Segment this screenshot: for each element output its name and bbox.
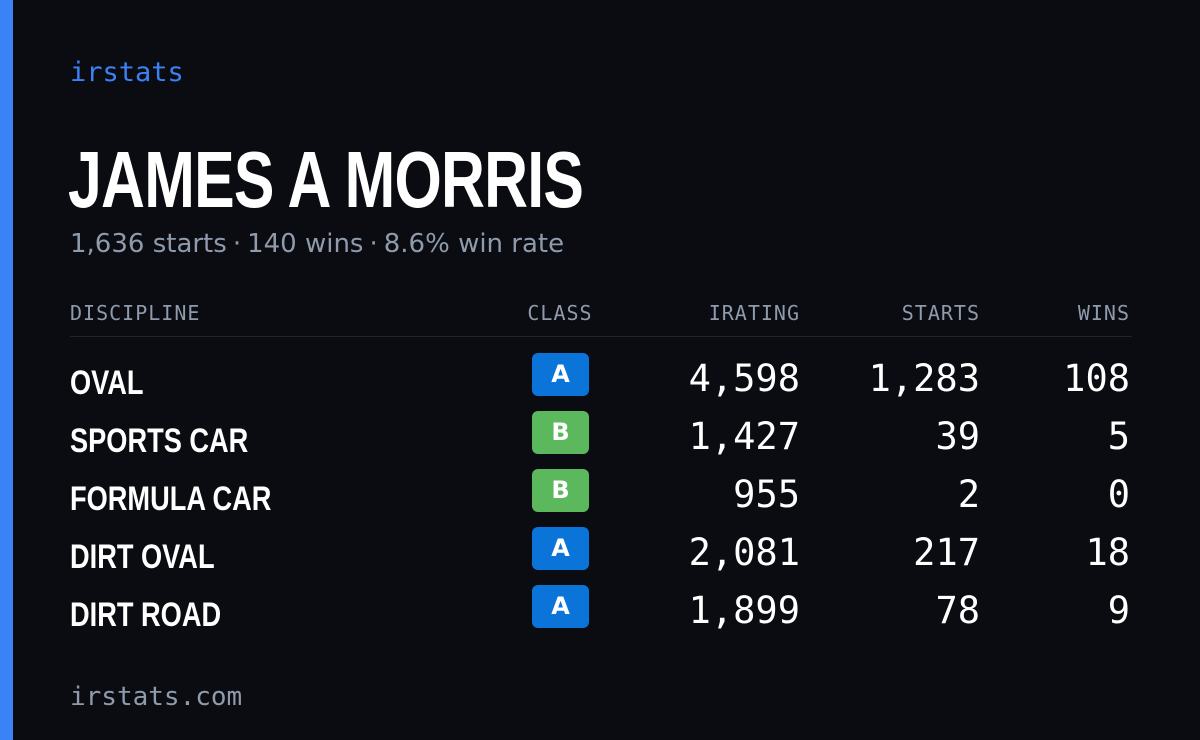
table-row: DIRT OVAL A 2,081 217 18 xyxy=(70,527,1132,585)
total-starts: 1,636 starts xyxy=(70,229,227,259)
class-badge: A xyxy=(532,527,589,570)
wins-value: 18 xyxy=(1085,531,1130,574)
header-class: CLASS xyxy=(527,301,593,325)
irating-value: 2,081 xyxy=(688,531,800,574)
header-discipline: DISCIPLINE xyxy=(70,301,201,325)
class-badge: A xyxy=(532,353,589,396)
table-body: OVAL A 4,598 1,283 108 SPORTS CAR B 1,42… xyxy=(70,337,1132,643)
driver-summary: 1,636 starts · 140 wins · 8.6% win rate xyxy=(70,226,564,262)
table-row: OVAL A 4,598 1,283 108 xyxy=(70,353,1132,411)
class-badge: B xyxy=(532,411,589,454)
table-row: DIRT ROAD A 1,899 78 9 xyxy=(70,585,1132,643)
discipline-name: OVAL xyxy=(70,364,144,402)
irating-value: 1,427 xyxy=(688,415,800,458)
footer-url: irstats.com xyxy=(70,682,243,712)
starts-value: 217 xyxy=(913,531,980,574)
stats-table: DISCIPLINE CLASS IRATING STARTS WINS OVA… xyxy=(70,290,1132,643)
driver-name: JAMES A MORRIS xyxy=(68,135,584,224)
table-row: SPORTS CAR B 1,427 39 5 xyxy=(70,411,1132,469)
wins-value: 5 xyxy=(1107,415,1130,458)
win-rate: 8.6% win rate xyxy=(383,229,565,259)
irating-value: 1,899 xyxy=(688,589,800,632)
accent-bar xyxy=(0,0,13,740)
starts-value: 78 xyxy=(935,589,980,632)
table-header: DISCIPLINE CLASS IRATING STARTS WINS xyxy=(70,290,1132,337)
discipline-name: SPORTS CAR xyxy=(70,422,249,460)
wins-value: 0 xyxy=(1107,473,1130,516)
class-badge: A xyxy=(532,585,589,628)
starts-value: 39 xyxy=(935,415,980,458)
class-badge: B xyxy=(532,469,589,512)
separator-dot: · xyxy=(232,229,242,259)
table-row: FORMULA CAR B 955 2 0 xyxy=(70,469,1132,527)
irating-value: 955 xyxy=(733,473,800,516)
discipline-name: DIRT ROAD xyxy=(70,596,222,634)
discipline-name: FORMULA CAR xyxy=(70,480,272,518)
irating-value: 4,598 xyxy=(688,357,800,400)
wins-value: 9 xyxy=(1107,589,1130,632)
header-irating: IRATING xyxy=(708,301,800,325)
header-starts: STARTS xyxy=(901,301,980,325)
discipline-name: DIRT OVAL xyxy=(70,538,215,576)
starts-value: 2 xyxy=(957,473,980,516)
wins-value: 108 xyxy=(1063,357,1130,400)
brand-logo: irstats xyxy=(70,57,184,88)
header-wins: WINS xyxy=(1077,301,1130,325)
starts-value: 1,283 xyxy=(868,357,980,400)
total-wins: 140 wins xyxy=(247,229,364,259)
separator-dot: · xyxy=(369,229,378,259)
